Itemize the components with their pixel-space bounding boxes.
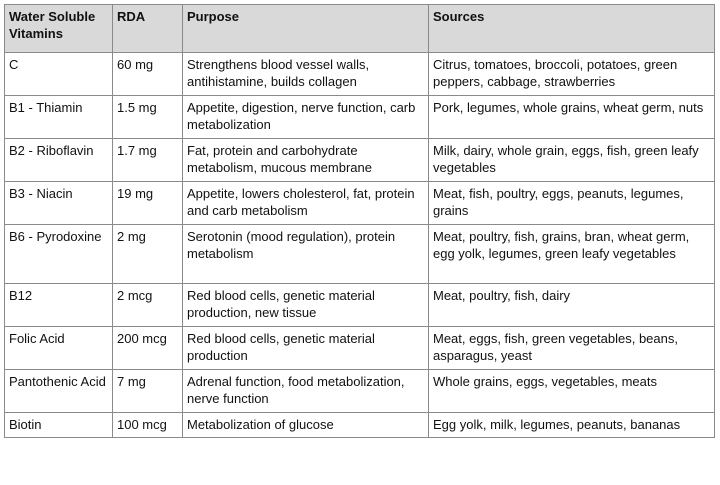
cell-rda: 1.7 mg: [112, 138, 183, 182]
cell-rda: 60 mg: [112, 52, 183, 96]
table-row: Biotin 100 mcg Metabolization of glucose…: [4, 412, 715, 438]
cell-purpose: Appetite, digestion, nerve function, car…: [182, 95, 429, 139]
table-row: B3 - Niacin 19 mg Appetite, lowers chole…: [4, 181, 715, 225]
cell-sources: Meat, poultry, fish, grains, bran, wheat…: [428, 224, 715, 284]
vitamins-table: Water Soluble Vitamins RDA Purpose Sourc…: [4, 4, 715, 438]
cell-sources: Pork, legumes, whole grains, wheat germ,…: [428, 95, 715, 139]
table-row: B6 - Pyrodoxine 2 mg Serotonin (mood reg…: [4, 224, 715, 284]
cell-purpose: Appetite, lowers cholesterol, fat, prote…: [182, 181, 429, 225]
cell-vitamin: Biotin: [4, 412, 113, 438]
cell-vitamin: Pantothenic Acid: [4, 369, 113, 413]
cell-purpose: Red blood cells, genetic material produc…: [182, 283, 429, 327]
cell-rda: 2 mcg: [112, 283, 183, 327]
cell-vitamin: B1 - Thiamin: [4, 95, 113, 139]
vitamins-table-container: Water Soluble Vitamins RDA Purpose Sourc…: [4, 4, 715, 438]
table-row: Folic Acid 200 mcg Red blood cells, gene…: [4, 326, 715, 370]
cell-purpose: Metabolization of glucose: [182, 412, 429, 438]
cell-sources: Milk, dairy, whole grain, eggs, fish, gr…: [428, 138, 715, 182]
cell-sources: Meat, poultry, fish, dairy: [428, 283, 715, 327]
cell-sources: Meat, fish, poultry, eggs, peanuts, legu…: [428, 181, 715, 225]
cell-vitamin: B3 - Niacin: [4, 181, 113, 225]
cell-sources: Egg yolk, milk, legumes, peanuts, banana…: [428, 412, 715, 438]
header-vitamin: Water Soluble Vitamins: [4, 4, 113, 53]
table-row: B12 2 mcg Red blood cells, genetic mater…: [4, 283, 715, 327]
table-row: C 60 mg Strengthens blood vessel walls, …: [4, 52, 715, 96]
header-rda: RDA: [112, 4, 183, 53]
header-sources: Sources: [428, 4, 715, 53]
cell-purpose: Fat, protein and carbohydrate metabolism…: [182, 138, 429, 182]
cell-vitamin: B2 - Riboflavin: [4, 138, 113, 182]
cell-purpose: Serotonin (mood regulation), protein met…: [182, 224, 429, 284]
table-row: Pantothenic Acid 7 mg Adrenal function, …: [4, 369, 715, 413]
cell-rda: 2 mg: [112, 224, 183, 284]
table-header-row: Water Soluble Vitamins RDA Purpose Sourc…: [4, 4, 715, 53]
cell-rda: 1.5 mg: [112, 95, 183, 139]
cell-sources: Whole grains, eggs, vegetables, meats: [428, 369, 715, 413]
cell-sources: Meat, eggs, fish, green vegetables, bean…: [428, 326, 715, 370]
table-row: B2 - Riboflavin 1.7 mg Fat, protein and …: [4, 138, 715, 182]
header-purpose: Purpose: [182, 4, 429, 53]
cell-purpose: Red blood cells, genetic material produc…: [182, 326, 429, 370]
cell-sources: Citrus, tomatoes, broccoli, potatoes, gr…: [428, 52, 715, 96]
cell-vitamin: B12: [4, 283, 113, 327]
cell-vitamin: C: [4, 52, 113, 96]
cell-rda: 100 mcg: [112, 412, 183, 438]
cell-rda: 200 mcg: [112, 326, 183, 370]
cell-rda: 19 mg: [112, 181, 183, 225]
cell-vitamin: B6 - Pyrodoxine: [4, 224, 113, 284]
table-row: B1 - Thiamin 1.5 mg Appetite, digestion,…: [4, 95, 715, 139]
cell-purpose: Strengthens blood vessel walls, antihist…: [182, 52, 429, 96]
cell-purpose: Adrenal function, food metabolization, n…: [182, 369, 429, 413]
cell-rda: 7 mg: [112, 369, 183, 413]
cell-vitamin: Folic Acid: [4, 326, 113, 370]
